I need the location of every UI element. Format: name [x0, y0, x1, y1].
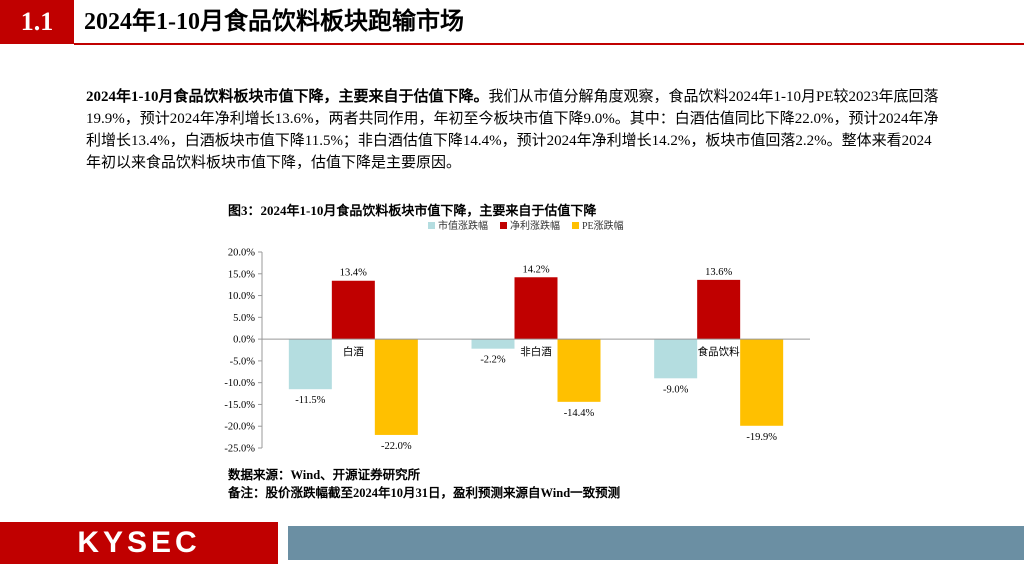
- figure-source: 数据来源：Wind、开源证券研究所: [228, 468, 421, 482]
- kysec-logo: KYSEC: [77, 526, 201, 559]
- chart-legend: 市值涨跌幅 净利涨跌幅 PE涨跌幅: [428, 219, 624, 232]
- footer-logo: KYSEC: [0, 522, 278, 564]
- bar-2-0: [654, 339, 698, 379]
- category-label-1: 非白酒: [520, 345, 552, 358]
- y-tick-label-5: -5.0%: [230, 356, 256, 367]
- bar-0-0: [288, 339, 332, 390]
- data-label-0-0: -11.5%: [295, 395, 325, 406]
- category-label-2: 食品饮料: [698, 345, 740, 358]
- data-label-0-1: 13.4%: [340, 268, 367, 279]
- legend-label-1: 净利涨跌幅: [510, 219, 560, 232]
- data-label-1-1: 14.2%: [522, 264, 549, 275]
- bar-chart: 市值涨跌幅 净利涨跌幅 PE涨跌幅 20.0%15.0%10.0%5.0%0.0%-…: [224, 219, 810, 455]
- data-label-2-0: -9.0%: [663, 384, 689, 395]
- footer-bar: [288, 526, 1024, 560]
- bar-2-2: [740, 339, 784, 426]
- header-rule: [74, 43, 1024, 45]
- data-label-1-2: -14.4%: [564, 408, 595, 419]
- summary-paragraph: 2024年1-10月食品饮料板块市值下降，主要来自于估值下降。我们从市值分解角度…: [86, 86, 946, 174]
- bar-0-2: [374, 339, 418, 435]
- figure-source-block: 数据来源：Wind、开源证券研究所 备注：股价涨跌幅截至2024年10月31日，…: [228, 466, 620, 502]
- bar-1-0: [471, 339, 515, 349]
- y-tick-label-4: 0.0%: [233, 335, 255, 346]
- y-tick-label-9: -25.0%: [224, 444, 255, 455]
- data-label-2-2: -19.9%: [746, 432, 777, 443]
- legend-swatch-0: [428, 222, 435, 229]
- y-tick-label-6: -10.0%: [224, 378, 255, 389]
- y-tick-label-2: 10.0%: [228, 291, 255, 302]
- y-axis: 20.0% 15.0% 10.0% 5.0% 0.0% -5.0% -10.0% -15.0%…: [224, 248, 263, 455]
- bar-1-1: [514, 277, 558, 340]
- section-number: 1.1: [0, 0, 74, 44]
- category-label-0: 白酒: [343, 345, 364, 358]
- bar-1-2: [557, 339, 601, 402]
- bar-0-1: [331, 280, 375, 340]
- y-tick-label-0: 20.0%: [228, 248, 255, 259]
- y-tick-label-3: 5.0%: [233, 313, 255, 324]
- data-label-2-1: 13.6%: [705, 267, 732, 278]
- page-title: 2024年1-10月食品饮料板块跑输市场: [84, 9, 464, 35]
- bar-2-1: [697, 279, 741, 340]
- data-label-0-2: -22.0%: [381, 441, 412, 452]
- legend-swatch-2: [572, 222, 579, 229]
- legend-label-0: 市值涨跌幅: [438, 219, 488, 232]
- y-tick-label-7: -15.0%: [224, 400, 255, 411]
- figure-title: 图3：2024年1-10月食品饮料板块市值下降，主要来自于估值下降: [228, 203, 597, 218]
- summary-lead: 2024年1-10月食品饮料板块市值下降，主要来自于估值下降。: [86, 89, 489, 105]
- legend-swatch-1: [500, 222, 507, 229]
- figure-note: 备注：股价涨跌幅截至2024年10月31日，盈利预测来源自Wind一致预测: [228, 486, 621, 500]
- header: 1.1 2024年1-10月食品饮料板块跑输市场: [0, 0, 1024, 45]
- summary-text: 我们从市值分解角度观察，食品饮料2024年1-10月PE较2023年底回落19.…: [86, 89, 939, 171]
- legend-label-2: PE涨跌幅: [582, 219, 624, 232]
- y-tick-label-8: -20.0%: [224, 422, 255, 433]
- chart-bars: -11.5% 13.4% -22.0% 白酒 -2.2% 14.2% -14.4% 非白酒 -9…: [262, 264, 810, 452]
- data-label-1-0: -2.2%: [480, 355, 506, 366]
- y-tick-label-1: 15.0%: [228, 269, 255, 280]
